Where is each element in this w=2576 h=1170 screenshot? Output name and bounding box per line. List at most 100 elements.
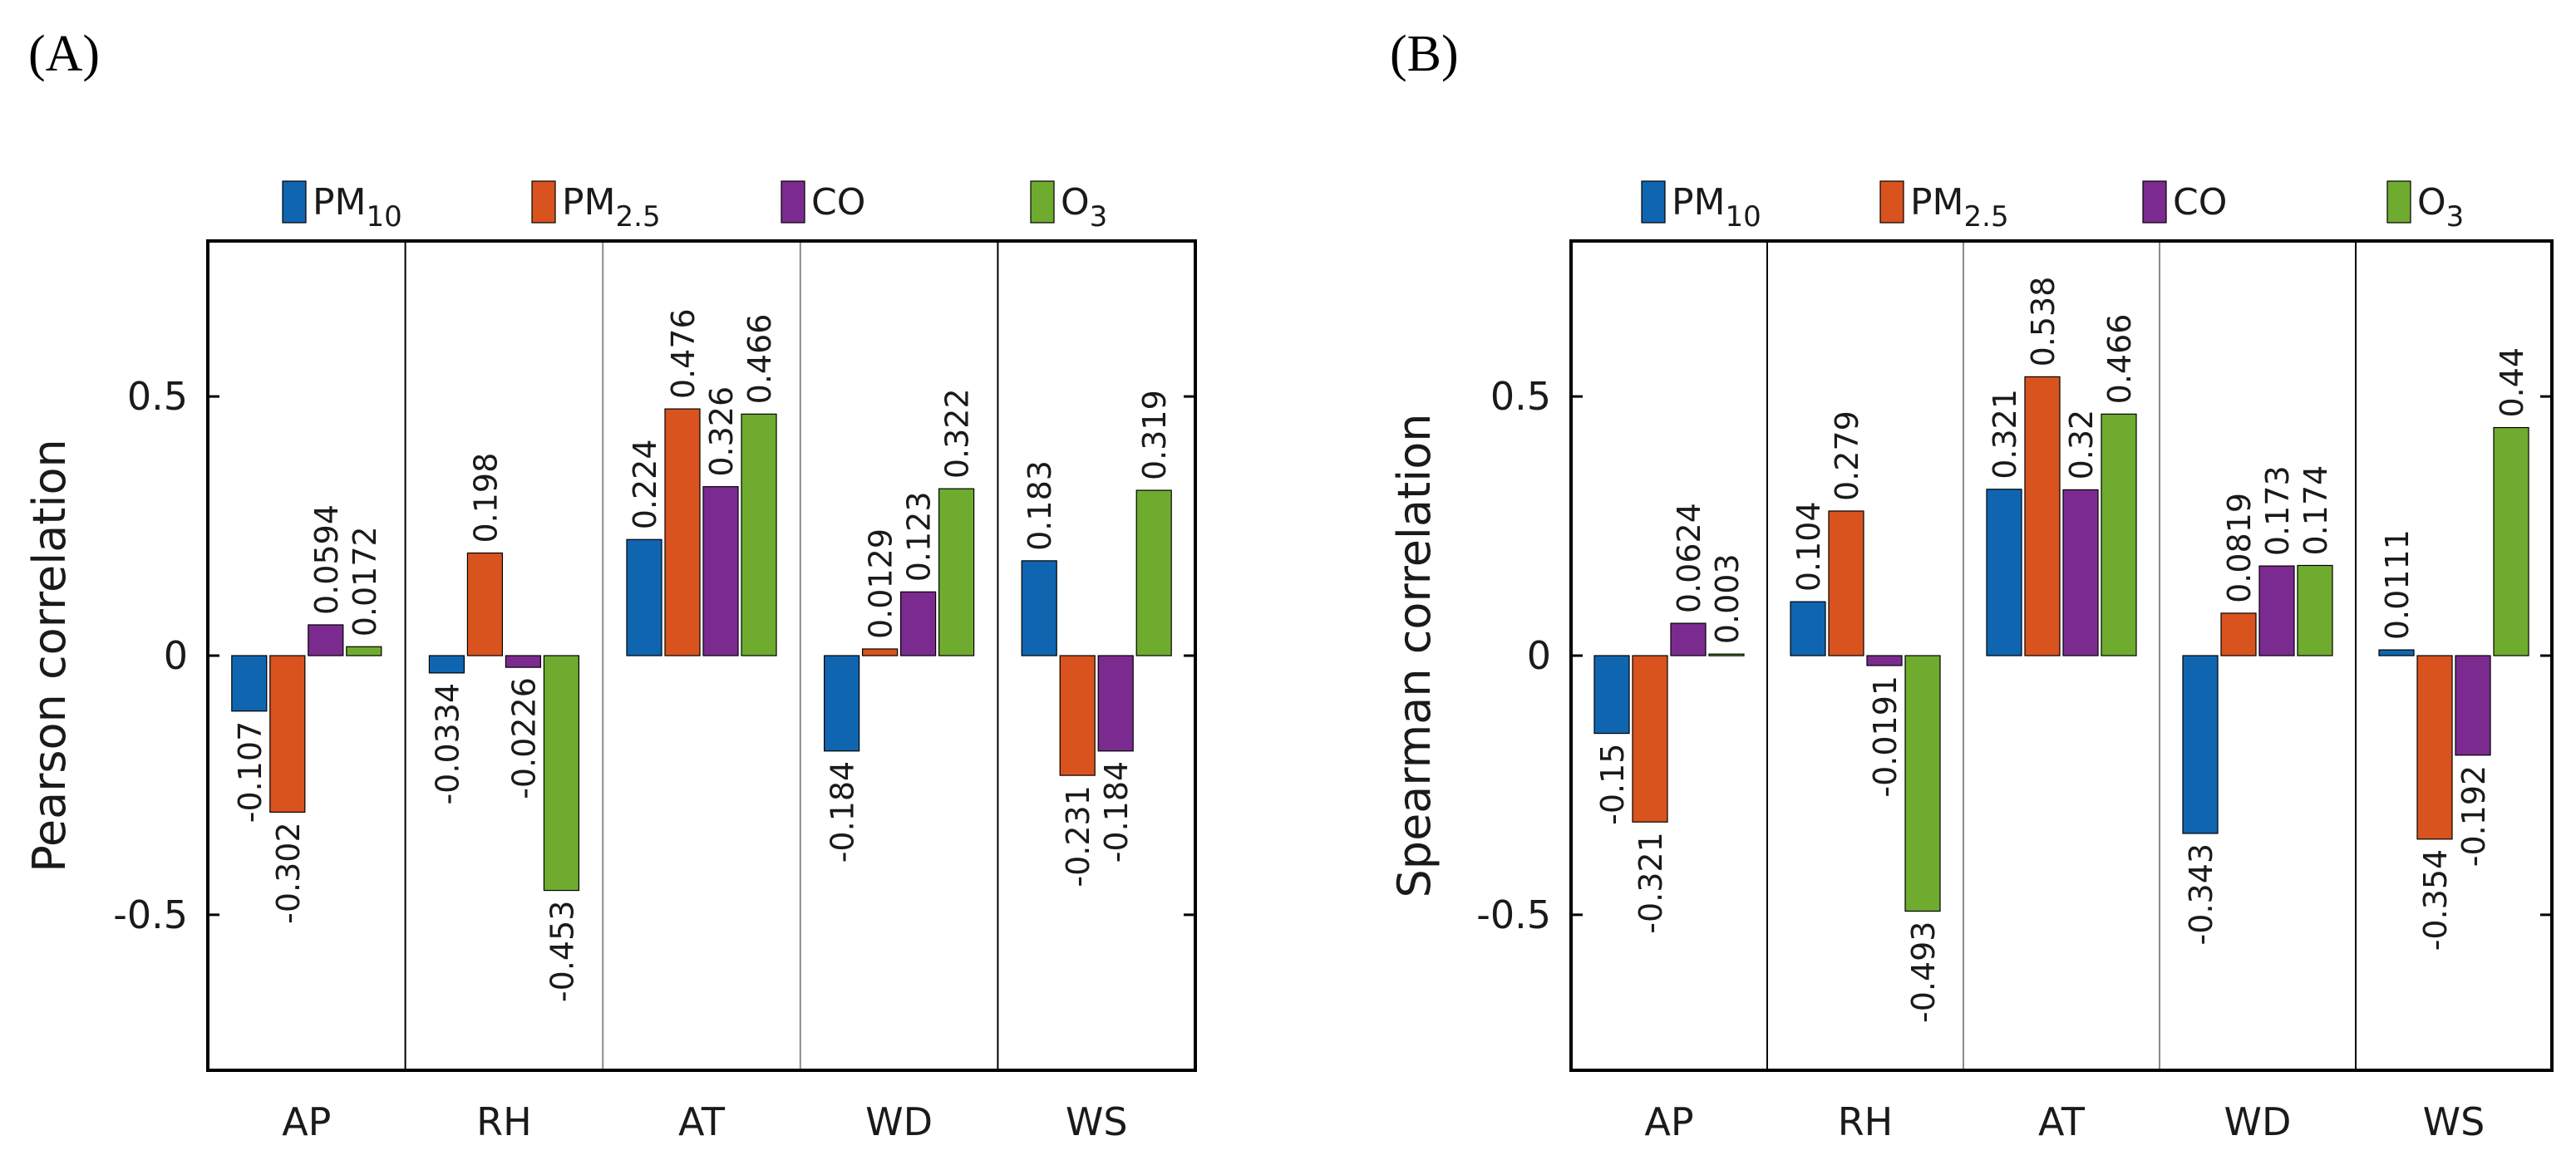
panel-b-data-label: -0.15 — [1594, 744, 1631, 825]
panel-a-x-category-label: RH — [476, 1099, 532, 1144]
panel-b-bar-pm10-rh — [1790, 601, 1826, 656]
panel-a-y-axis-title: Pearson correlation — [23, 439, 76, 872]
panel-b-bar-pm25-ap — [1632, 655, 1668, 823]
panel-a-bar-o3-ap — [346, 646, 382, 656]
panel-b-bar-o3-rh — [1904, 655, 1941, 912]
panel-b-bar-pm10-ap — [1593, 655, 1630, 735]
panel-a-x-category-label: AP — [282, 1099, 331, 1144]
panel-a-bar-pm10-ws — [1021, 560, 1057, 656]
panel-a-data-label: 0.466 — [741, 314, 778, 405]
panel-b-bar-co-at — [2062, 489, 2099, 656]
panel-a-data-label: 0.123 — [901, 491, 938, 582]
panel-a-x-category-label: WD — [865, 1099, 933, 1144]
panel-a-data-label: -0.184 — [1098, 761, 1135, 863]
panel-b-legend-swatch-o3 — [2386, 180, 2411, 224]
panel-a-y-tick-label: 0.5 — [127, 374, 188, 419]
panel-a-bar-co-at — [702, 486, 739, 656]
panel-b-x-category-label: WS — [2423, 1099, 2485, 1144]
panel-a-bar-pm25-ap — [269, 655, 306, 813]
panel-a-legend-swatch-o3 — [1030, 180, 1055, 224]
panel-b-data-label: 0.0111 — [2379, 529, 2416, 640]
panel-a-x-category-label: WS — [1066, 1099, 1128, 1144]
panel-b-bar-pm25-wd — [2220, 612, 2257, 656]
panel-b-bar-co-ws — [2455, 655, 2491, 756]
panel-b-data-label: -0.0191 — [1867, 676, 1904, 798]
panel-b-bar-pm25-ws — [2416, 655, 2453, 840]
panel-b-bar-o3-ws — [2493, 426, 2529, 656]
panel-a-bar-pm10-rh — [428, 655, 465, 674]
panel-a-bar-o3-wd — [938, 488, 975, 656]
panel-b-data-label: 0.44 — [2494, 347, 2530, 418]
panel-a-data-label: 0.183 — [1022, 460, 1058, 551]
panel-a-data-label: -0.0334 — [429, 683, 465, 805]
panel-b-data-label: 0.104 — [1790, 501, 1827, 592]
panel-b-bar-pm10-at — [1986, 489, 2022, 656]
panel-a-bar-pm25-ws — [1059, 655, 1096, 776]
panel-a-data-label: 0.198 — [467, 453, 504, 543]
panel-a-bar-o3-at — [741, 413, 777, 656]
panel-a-bar-pm10-at — [626, 538, 662, 656]
panel-b-legend-label-o3: O3 — [2417, 181, 2464, 234]
panel-a-data-label: 0.0129 — [863, 528, 899, 639]
panel-a-data-label: 0.0594 — [308, 504, 345, 615]
panel-b-data-label: 0.32 — [2063, 410, 2100, 480]
panel-b-legend-swatch-co — [2142, 180, 2167, 224]
panel-b-data-label: 0.174 — [2298, 465, 2334, 556]
panel-b-y-tick-label: -0.5 — [1476, 892, 1551, 937]
panel-a-bar-pm25-wd — [861, 648, 899, 656]
panel-a-legend-swatch-pm10 — [282, 180, 307, 224]
panel-b-x-category-label: AT — [2038, 1099, 2086, 1144]
panel-a-legend-label-pm10: PM10 — [313, 181, 402, 234]
panel-b-legend-label-pm25: PM2.5 — [1910, 181, 2009, 234]
panel-b-label: (B) — [1390, 26, 1459, 82]
panel-a-data-label: 0.0172 — [347, 526, 383, 637]
panel-b-bar-co-rh — [1866, 655, 1903, 666]
panel-b-data-label: 0.0624 — [1671, 503, 1707, 613]
panel-b-y-tick-label: 0 — [1527, 633, 1551, 678]
panel-b-data-label: 0.538 — [2025, 277, 2061, 367]
panel-b-data-label: 0.466 — [2101, 314, 2138, 405]
panel-a-bar-co-wd — [899, 591, 937, 656]
panel-a-data-label: 0.322 — [939, 388, 976, 479]
panel-b-data-label: 0.173 — [2259, 465, 2296, 556]
panel-b-bar-o3-wd — [2297, 564, 2333, 656]
panel-b-data-label: 0.0819 — [2221, 493, 2258, 603]
panel-a-bar-pm10-wd — [823, 655, 860, 752]
panel-b-y-axis-title: Spearman correlation — [1388, 414, 1441, 898]
panel-a-bar-pm25-at — [664, 408, 701, 656]
panel-b-legend-swatch-pm25 — [1879, 180, 1904, 224]
panel-a-legend-label-co: CO — [811, 181, 865, 224]
panel-a-data-label: 0.224 — [627, 439, 663, 529]
panel-b-y-tick-label: 0.5 — [1490, 374, 1551, 419]
panel-a-data-label: -0.231 — [1060, 785, 1096, 887]
panel-b-data-label: 0.279 — [1829, 410, 1865, 501]
panel-a-bar-o3-ws — [1135, 489, 1172, 656]
panel-a-legend-swatch-co — [781, 180, 805, 224]
panel-b-bar-pm10-wd — [2182, 655, 2219, 834]
panel-b-data-label: -0.354 — [2417, 849, 2454, 951]
panel-b-data-label: 0.003 — [1709, 553, 1746, 644]
panel-b-x-category-label: AP — [1644, 1099, 1693, 1144]
panel-b-x-category-label: RH — [1838, 1099, 1894, 1144]
panel-a-data-label: -0.0226 — [505, 677, 542, 799]
panel-a-bar-co-ws — [1097, 655, 1134, 752]
panel-a-data-label: 0.326 — [703, 386, 740, 477]
panel-a-bar-co-ap — [308, 624, 344, 656]
panel-b-bar-co-wd — [2258, 565, 2295, 656]
panel-b-data-label: -0.321 — [1633, 832, 1669, 934]
panel-a-legend-label-o3: O3 — [1061, 181, 1107, 234]
panel-b-bar-o3-at — [2101, 413, 2137, 656]
panel-a-data-label: -0.184 — [825, 761, 861, 863]
panel-b-bar-pm10-ws — [2378, 649, 2415, 656]
panel-a-y-tick-label: 0 — [164, 633, 188, 678]
panel-b-bar-pm25-at — [2024, 376, 2061, 656]
panel-b-bar-co-ap — [1670, 622, 1707, 656]
panel-a-bar-pm10-ap — [231, 655, 268, 712]
panel-a-legend-label-pm25: PM2.5 — [562, 181, 661, 234]
panel-b-bar-o3-ap — [1708, 653, 1745, 656]
panel-b-legend-label-co: CO — [2173, 181, 2227, 224]
panel-a-label: (A) — [28, 26, 101, 82]
panel-a-x-category-label: AT — [678, 1099, 726, 1144]
panel-a-bar-o3-rh — [543, 655, 580, 892]
